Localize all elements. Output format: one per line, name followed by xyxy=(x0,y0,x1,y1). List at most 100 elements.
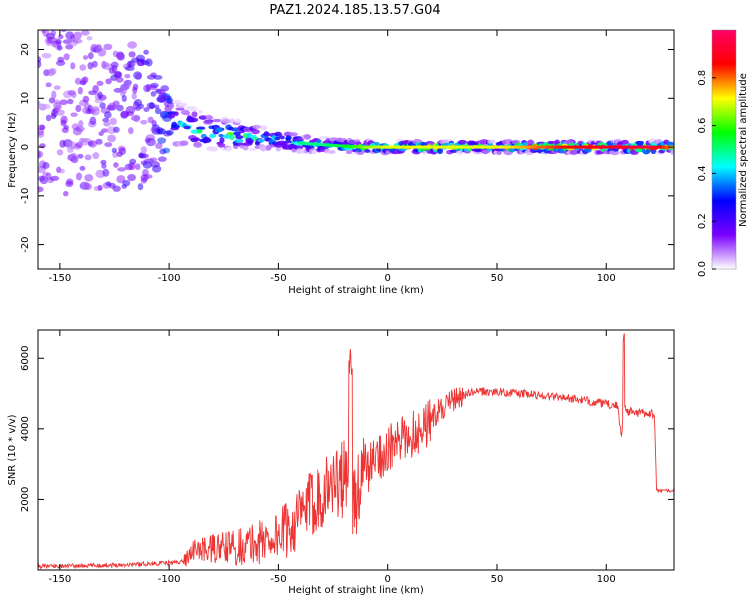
spectrogram-cell xyxy=(364,149,371,153)
spectrogram-cell xyxy=(162,147,171,154)
spectrogram-cell xyxy=(90,107,100,116)
colorbar-label: Normalized spectral amplitude xyxy=(738,73,749,227)
spectrogram-cell xyxy=(670,149,674,156)
spectrogram-cell xyxy=(87,140,97,148)
spectrogram-cell xyxy=(48,97,56,104)
spectrogram-cell xyxy=(127,173,136,182)
spectrogram-cell xyxy=(316,139,322,144)
spectrogram-cell xyxy=(278,135,284,139)
spectrogram-cell xyxy=(230,127,240,132)
spectrogram-cell xyxy=(65,43,74,50)
x-tick-label: -50 xyxy=(270,273,286,284)
spectrogram-cell xyxy=(45,114,52,122)
spectrogram-cell xyxy=(157,137,167,144)
spectrogram-cell xyxy=(55,39,62,45)
spectrogram-cell xyxy=(86,36,93,41)
spectrogram-cell xyxy=(63,53,70,61)
spectrogram-cell xyxy=(65,180,74,188)
spectrogram-cell xyxy=(63,190,69,197)
snr-x-ticks: -150 -100 -50 0 50 100 xyxy=(49,330,616,585)
spectrogram-cell xyxy=(129,158,137,165)
x-tick-label: -100 xyxy=(158,574,181,585)
spectrogram-cell xyxy=(102,168,110,177)
spectrogram-cell xyxy=(91,60,98,68)
spectrogram-cell xyxy=(235,135,244,140)
spectrogram-cell xyxy=(115,76,124,83)
spectrogram-cell xyxy=(149,82,159,88)
x-tick-label: 50 xyxy=(491,273,504,284)
spectrogram-cell xyxy=(92,85,100,93)
spectrogram-cell xyxy=(166,97,173,103)
spectrogram-cell xyxy=(328,137,338,142)
spectrogram-cell xyxy=(234,138,244,144)
spectrogram-cell xyxy=(84,183,92,191)
spectrogram-cell xyxy=(49,67,57,75)
spectrogram-cell xyxy=(72,38,83,44)
spectrogram-y-axis-label: Frequency (Hz) xyxy=(7,112,18,188)
spectrogram-cell xyxy=(150,91,157,97)
spectrogram-cell xyxy=(109,117,117,126)
spectrogram-cell xyxy=(245,137,254,144)
snr-frame xyxy=(37,329,675,571)
spectrogram-cell xyxy=(113,126,120,133)
spectrogram-cell xyxy=(143,174,153,179)
spectrogram-cell xyxy=(318,135,329,140)
x-tick-label: 0 xyxy=(385,273,391,284)
snr-x-axis-label: Height of straight line (km) xyxy=(288,585,424,596)
spectrogram-cell xyxy=(154,104,160,110)
spectrogram-cell xyxy=(487,139,496,144)
colorbar-tick-label: 0.8 xyxy=(697,70,708,86)
spectrogram-cell xyxy=(112,185,121,192)
spectrogram-x-axis-label: Height of straight line (km) xyxy=(288,285,424,296)
spectrogram-cell xyxy=(73,31,82,40)
spectrogram-cell xyxy=(154,108,162,115)
snr-y-ticks: 2000 4000 6000 xyxy=(20,346,674,512)
spectrogram-cell xyxy=(202,137,209,144)
spectrogram-cell xyxy=(58,34,64,40)
spectrogram-cell xyxy=(179,140,189,146)
y-tick-label: -10 xyxy=(20,188,31,204)
y-tick-label: -20 xyxy=(20,236,31,252)
spectrogram-cell xyxy=(183,111,191,116)
spectrogram-cell xyxy=(140,119,148,125)
spectrogram-cell xyxy=(138,103,144,109)
spectrogram-cell xyxy=(112,100,120,107)
spectrogram-cell xyxy=(42,162,50,170)
spectrogram-x-ticks: -150 -100 -50 0 50 100 xyxy=(49,30,616,284)
spectrogram-cell xyxy=(128,51,136,58)
spectrogram-cell xyxy=(221,118,232,124)
spectrogram-cell xyxy=(209,133,217,139)
spectrogram-cell xyxy=(39,175,49,185)
spectrogram-cell xyxy=(77,153,84,159)
spectrogram-cell xyxy=(233,131,241,136)
spectrogram-cell xyxy=(252,124,262,129)
spectrogram-cell xyxy=(114,71,123,79)
spectrogram-cell xyxy=(274,136,281,141)
spectrogram-cell xyxy=(59,168,65,174)
spectrogram-cell xyxy=(288,132,299,137)
spectrogram-cell xyxy=(165,129,174,136)
spectrogram-cell xyxy=(154,88,162,94)
spectrogram-cell xyxy=(145,58,153,67)
spectrogram-cell xyxy=(584,148,592,153)
spectrogram-cell xyxy=(157,156,167,162)
spectrogram-cell xyxy=(135,163,141,171)
y-tick-label: 10 xyxy=(20,92,31,105)
spectrogram-cell xyxy=(97,184,103,191)
spectrogram-cell xyxy=(196,126,206,130)
spectrogram-cell xyxy=(137,183,144,191)
spectrogram-cell xyxy=(124,73,131,79)
spectrogram-cell xyxy=(188,117,199,123)
spectrogram-cell xyxy=(196,128,203,134)
spectrogram-y-ticks: -20 -10 0 10 20 xyxy=(20,43,674,253)
spectrogram-cell xyxy=(116,52,125,61)
y-tick-label: 0 xyxy=(20,144,31,150)
spectrogram-cell xyxy=(218,133,224,138)
spectrogram-cell xyxy=(257,138,265,143)
spectrogram-cell xyxy=(208,115,214,120)
spectrogram-cell xyxy=(173,111,179,117)
spectrogram-cell xyxy=(117,167,126,172)
x-tick-label: 50 xyxy=(491,574,504,585)
spectrogram-cell xyxy=(79,64,87,71)
